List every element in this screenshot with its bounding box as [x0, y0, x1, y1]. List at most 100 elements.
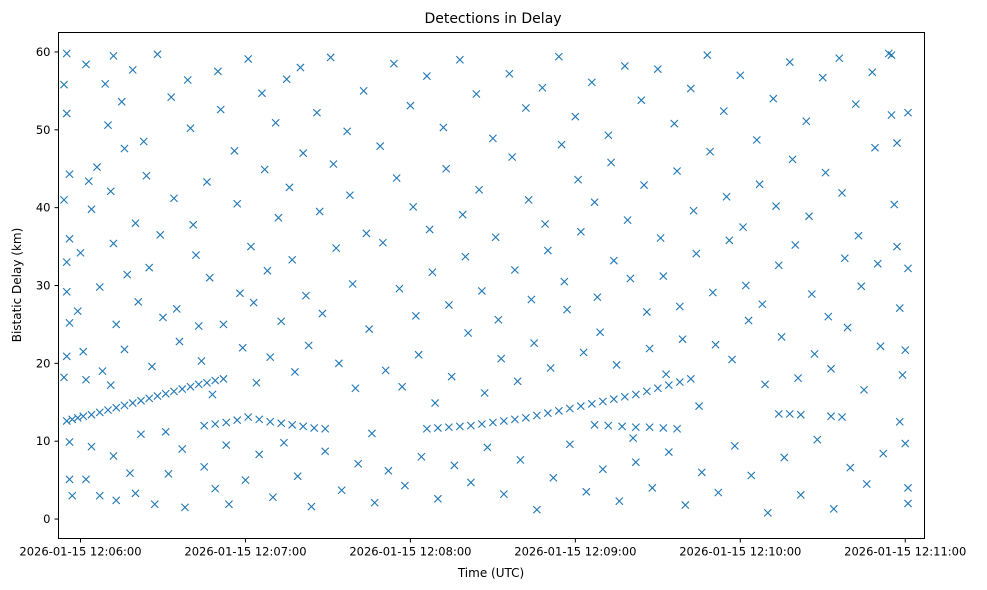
data-point: [299, 422, 308, 431]
data-point: [241, 476, 250, 485]
data-point: [887, 111, 896, 120]
data-point: [362, 229, 371, 238]
data-point: [565, 440, 574, 449]
data-point: [246, 242, 255, 251]
x-axis-label: Time (UTC): [457, 566, 524, 580]
data-point: [631, 423, 640, 432]
data-point: [202, 177, 211, 186]
data-point: [893, 139, 901, 148]
data-point: [197, 357, 206, 365]
data-point: [645, 344, 654, 353]
data-point: [904, 499, 912, 508]
data-point: [106, 187, 115, 196]
data-point: [843, 323, 852, 332]
x-tick-label: 2026-01-15 12:07:00: [184, 545, 306, 559]
data-point: [318, 309, 327, 318]
data-point: [288, 255, 297, 264]
data-point: [736, 71, 745, 80]
data-point: [458, 210, 467, 219]
data-point: [87, 205, 96, 214]
data-point: [62, 49, 71, 58]
data-point: [92, 163, 101, 172]
data-point: [167, 93, 176, 102]
data-point: [230, 146, 239, 155]
data-point: [381, 366, 390, 375]
data-point: [788, 155, 797, 164]
data-point: [695, 402, 704, 411]
data-point: [821, 168, 830, 177]
data-point: [714, 488, 723, 497]
data-point: [728, 355, 737, 364]
data-point: [65, 170, 74, 179]
data-point: [285, 183, 294, 192]
data-point: [345, 191, 354, 200]
data-point: [337, 486, 346, 495]
data-point: [233, 199, 242, 208]
data-point: [136, 396, 145, 405]
data-point: [491, 233, 500, 242]
data-point: [238, 343, 247, 352]
data-point: [871, 143, 880, 152]
data-point: [120, 345, 129, 354]
data-point: [326, 53, 335, 62]
data-point: [794, 374, 803, 383]
data-point: [785, 58, 794, 67]
y-tick-label: 40: [36, 201, 51, 215]
data-point: [692, 249, 701, 258]
data-point: [442, 164, 451, 173]
data-point: [164, 469, 173, 478]
data-point: [755, 180, 764, 189]
data-point: [810, 350, 819, 358]
data-point: [370, 498, 379, 507]
data-point: [60, 373, 68, 382]
data-point: [395, 284, 404, 293]
data-point: [117, 97, 126, 106]
data-point: [893, 242, 901, 251]
data-point: [763, 508, 772, 517]
data-point: [425, 225, 434, 234]
data-point: [549, 473, 558, 482]
data-point: [796, 490, 805, 499]
data-point: [211, 484, 220, 493]
data-point: [266, 417, 275, 426]
data-point: [477, 420, 486, 429]
data-point: [879, 449, 888, 458]
data-point: [706, 147, 715, 156]
data-point: [725, 236, 734, 245]
data-point: [439, 123, 448, 132]
data-point: [480, 388, 489, 397]
data-point: [216, 105, 225, 114]
y-tick-label: 50: [36, 123, 51, 137]
data-point: [211, 376, 220, 385]
data-point: [158, 313, 167, 322]
data-point: [365, 325, 374, 334]
axis-ticks: 2026-01-15 12:06:00 2026-01-15 12:07:00 20…: [19, 45, 966, 559]
data-point: [623, 216, 632, 225]
data-point: [62, 352, 71, 361]
data-point: [587, 399, 596, 408]
data-point: [477, 286, 486, 295]
data-point: [260, 165, 269, 174]
data-point: [156, 230, 165, 239]
data-point: [343, 127, 352, 136]
data-point: [904, 108, 912, 117]
data-point: [576, 227, 585, 236]
data-point: [73, 307, 82, 316]
data-point: [290, 367, 299, 376]
data-point: [653, 384, 662, 393]
data-point: [785, 409, 794, 418]
data-point: [392, 174, 401, 183]
data-point: [554, 406, 563, 415]
data-point: [629, 434, 638, 443]
data-point: [222, 441, 231, 450]
data-point: [422, 424, 431, 433]
data-point: [898, 371, 907, 380]
data-point: [109, 51, 118, 60]
data-point: [686, 84, 695, 93]
data-point: [252, 378, 261, 387]
data-point: [87, 442, 96, 451]
data-point: [637, 96, 646, 105]
data-point: [895, 304, 904, 313]
data-point: [582, 487, 591, 496]
data-point: [607, 158, 616, 167]
